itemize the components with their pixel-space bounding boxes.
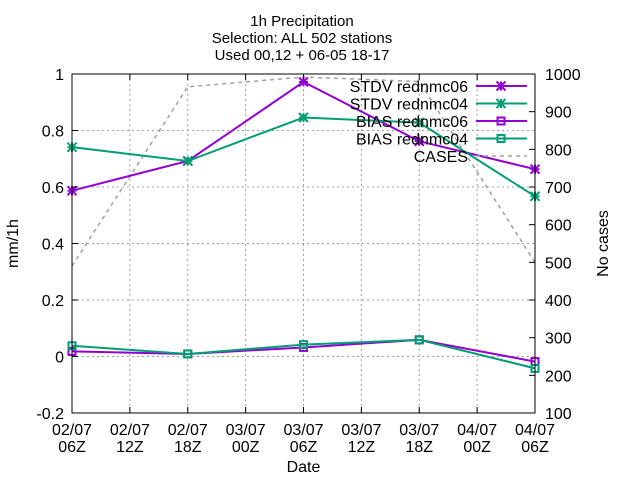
data-point xyxy=(414,335,424,345)
y-tick-label: 0.4 xyxy=(42,237,64,254)
series-stdv-rednmc04 xyxy=(66,112,541,202)
legend-label: CASES xyxy=(414,149,468,166)
data-point xyxy=(182,155,193,167)
data-point xyxy=(183,349,193,359)
x-tick-label-hour: 06Z xyxy=(290,439,318,456)
legend-entry: STDV rednmc04 xyxy=(350,97,527,114)
x-tick-label-date: 03/07 xyxy=(341,422,381,439)
y-tick-label: 0 xyxy=(55,350,64,367)
y-tick-label: 0.6 xyxy=(42,180,64,197)
y2-tick-label: 400 xyxy=(545,293,572,310)
title-line: Selection: ALL 502 stations xyxy=(212,30,392,47)
x-tick-label-date: 02/07 xyxy=(168,422,208,439)
y-tick-label: 0.2 xyxy=(42,293,64,310)
x-tick-label-hour: 12Z xyxy=(116,439,144,456)
x-tick-label-date: 04/07 xyxy=(457,422,497,439)
x-tick-label-date: 03/07 xyxy=(399,422,439,439)
data-point xyxy=(496,116,506,126)
x-tick-label-hour: 18Z xyxy=(174,439,202,456)
x-axis-label: Date xyxy=(287,459,321,476)
grid-lines xyxy=(72,74,535,413)
legend-entry: BIAS rednmc04 xyxy=(356,132,527,149)
y2-tick-label: 600 xyxy=(545,218,572,235)
data-point xyxy=(496,134,506,143)
x-tick-label-hour: 06Z xyxy=(58,439,86,456)
axis-labels: 02/0706Z02/0712Z02/0718Z03/0700Z03/0706Z… xyxy=(5,67,612,476)
legend-label: BIAS rednmc06 xyxy=(356,114,468,131)
y-tick-label: 0.8 xyxy=(42,124,64,141)
x-tick-label-hour: 12Z xyxy=(348,439,376,456)
data-point xyxy=(495,98,507,109)
y2-axis-label: No cases xyxy=(595,210,612,277)
x-tick-label-hour: 00Z xyxy=(232,439,260,456)
y2-tick-label: 200 xyxy=(545,368,572,385)
y2-tick-label: 500 xyxy=(545,255,572,272)
y2-tick-label: 100 xyxy=(545,406,572,423)
title-line: Used 00,12 + 06-05 18-17 xyxy=(215,47,390,64)
x-tick-label-date: 03/07 xyxy=(226,422,266,439)
legend-label: STDV rednmc04 xyxy=(350,97,468,114)
data-point xyxy=(298,112,309,123)
x-tick-label-hour: 00Z xyxy=(463,439,491,456)
x-tick-label-date: 03/07 xyxy=(283,422,323,439)
x-tick-label-hour: 06Z xyxy=(521,439,549,456)
y-tick-label: -0.2 xyxy=(36,406,64,423)
axis-ticks xyxy=(71,73,536,414)
y2-tick-label: 800 xyxy=(545,142,572,159)
data-point xyxy=(299,340,308,350)
y-tick-label: 1 xyxy=(55,67,64,84)
title-line: 1h Precipitation xyxy=(250,13,353,30)
x-tick-label-date: 04/07 xyxy=(515,422,555,439)
y2-tick-label: 700 xyxy=(545,180,572,197)
legend-label: BIAS rednmc04 xyxy=(356,132,468,149)
legend-entry: CASES xyxy=(414,149,527,166)
legend-entry: STDV rednmc06 xyxy=(350,79,527,96)
y2-tick-label: 300 xyxy=(545,331,572,348)
data-point xyxy=(495,80,507,92)
y2-tick-label: 900 xyxy=(545,105,572,122)
x-tick-label-hour: 18Z xyxy=(405,439,433,456)
legend-label: STDV rednmc06 xyxy=(350,79,468,96)
series-line xyxy=(71,338,536,370)
x-tick-label-date: 02/07 xyxy=(110,422,150,439)
y2-tick-label: 1000 xyxy=(545,67,581,84)
legend-entry: BIAS rednmc06 xyxy=(356,114,527,131)
data-point xyxy=(414,117,425,128)
data-point xyxy=(414,136,425,147)
y-axis-label: mm/1h xyxy=(5,219,22,268)
x-tick-label-date: 02/07 xyxy=(52,422,92,439)
